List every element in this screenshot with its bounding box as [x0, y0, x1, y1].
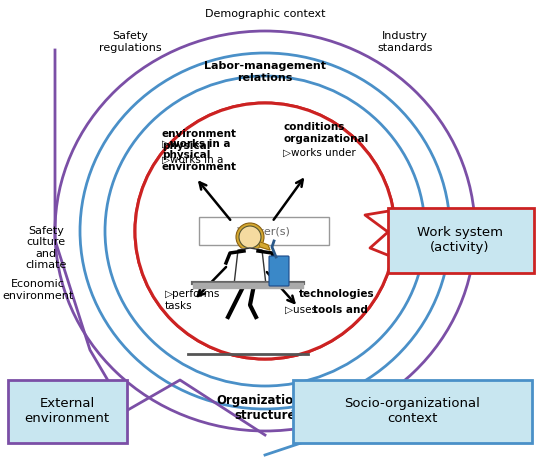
Text: organizational: organizational [283, 134, 368, 144]
Text: conditions: conditions [283, 122, 344, 132]
Text: technologies: technologies [299, 289, 375, 299]
FancyBboxPatch shape [388, 207, 534, 273]
Text: tools and: tools and [313, 305, 368, 315]
Ellipse shape [135, 103, 395, 359]
Circle shape [239, 226, 261, 248]
Text: Human
resources: Human resources [457, 237, 511, 259]
Text: ▷works in a
physical
environment: ▷works in a physical environment [162, 139, 237, 171]
Text: ▷performs
tasks: ▷performs tasks [165, 289, 220, 311]
FancyBboxPatch shape [293, 379, 531, 443]
Text: ▷uses: ▷uses [285, 305, 320, 315]
Text: ▷works under: ▷works under [283, 148, 356, 158]
Text: Safety
regulations: Safety regulations [99, 31, 161, 53]
Text: Safety
culture
and
climate: Safety culture and climate [25, 225, 67, 270]
Text: Labor-management
relations: Labor-management relations [204, 61, 326, 83]
Wedge shape [236, 223, 264, 251]
Text: Industry
standards: Industry standards [377, 31, 433, 53]
FancyBboxPatch shape [269, 256, 289, 286]
Text: Worker(s): Worker(s) [237, 226, 291, 236]
FancyBboxPatch shape [199, 217, 329, 245]
FancyBboxPatch shape [8, 379, 127, 443]
Polygon shape [258, 241, 270, 250]
Text: ▷works in a: ▷works in a [162, 155, 223, 165]
Text: Economic
environment: Economic environment [2, 279, 74, 301]
Text: Socio-organizational
context: Socio-organizational context [344, 397, 480, 425]
Text: External
environment: External environment [24, 397, 109, 425]
Polygon shape [234, 248, 266, 285]
Text: Work system
(activity): Work system (activity) [417, 226, 503, 254]
Text: physical: physical [162, 141, 210, 151]
Text: Demographic context: Demographic context [205, 9, 325, 19]
Text: Organizational
structure: Organizational structure [216, 394, 314, 422]
Text: environment: environment [162, 129, 237, 139]
